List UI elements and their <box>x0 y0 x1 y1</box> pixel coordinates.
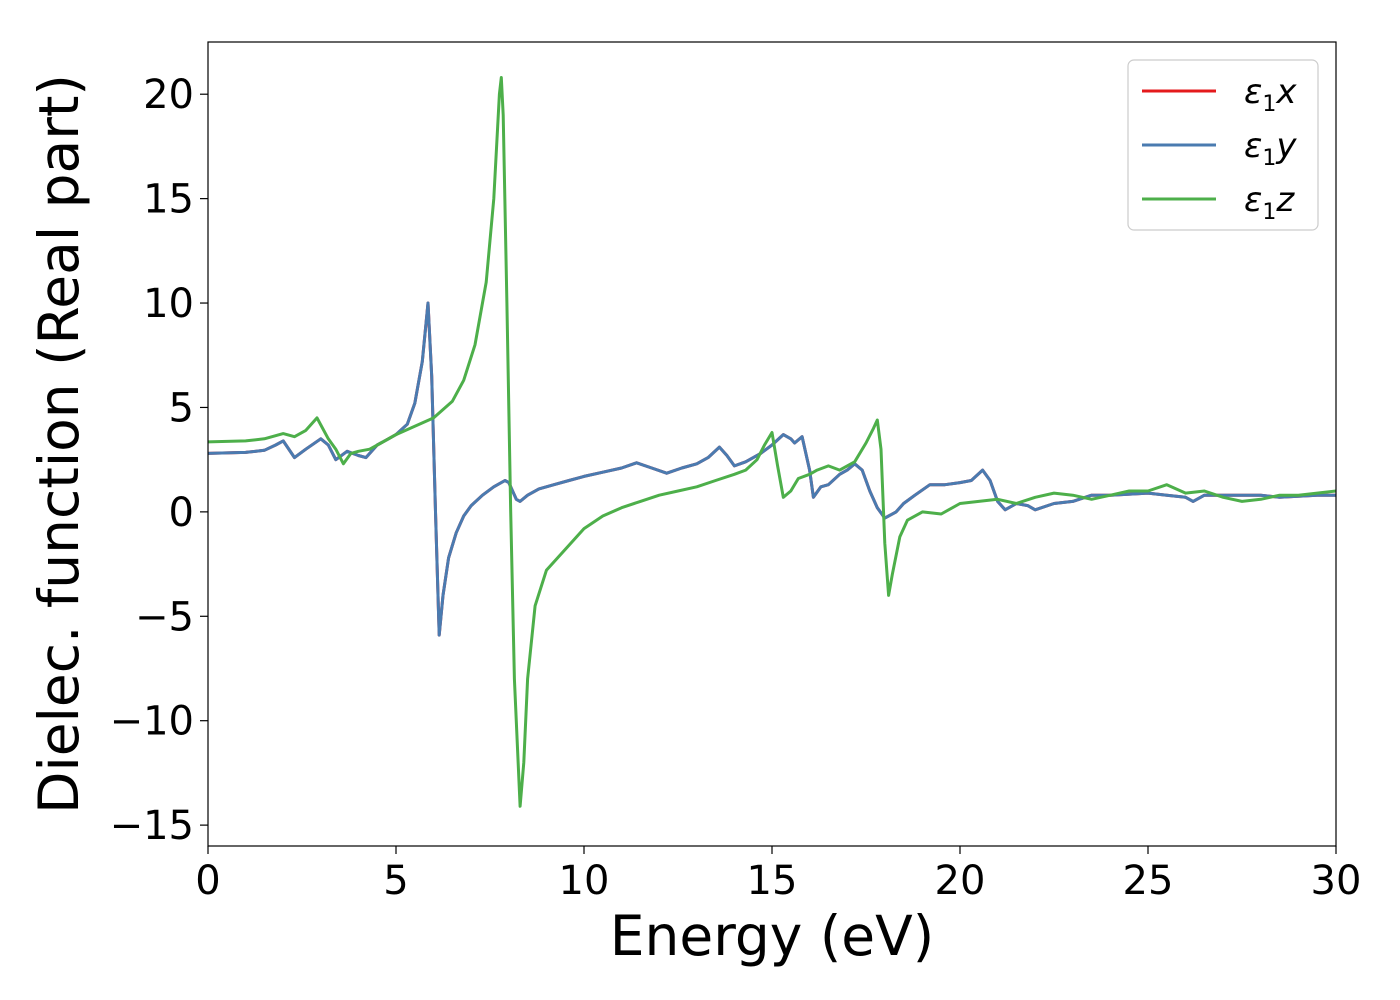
series-line-z <box>208 76 1336 808</box>
plot-frame <box>207 41 1337 847</box>
x-tick-label: 30 <box>1311 858 1362 904</box>
legend-box <box>1127 59 1319 231</box>
y-tick-label: 10 <box>143 281 194 327</box>
legend-label: ε1y <box>1244 126 1297 171</box>
x-tick-label: 25 <box>1123 858 1174 904</box>
x-tick-label: 20 <box>935 858 986 904</box>
x-axis-title: Energy (eV) <box>610 904 934 968</box>
legend-symbol: ε <box>1244 72 1262 112</box>
x-tick-label: 15 <box>747 858 798 904</box>
legend-subscript: 1 <box>1262 200 1276 225</box>
y-tick-label: −10 <box>110 699 194 745</box>
series-layer <box>208 76 1336 808</box>
legend-label: ε1x <box>1244 72 1297 117</box>
x-tick-label: 0 <box>195 858 220 904</box>
legend-component: x <box>1275 72 1297 112</box>
x-tick-label: 5 <box>383 858 408 904</box>
x-tick-label: 10 <box>559 858 610 904</box>
series-line-y <box>208 301 1336 637</box>
legend-symbol: ε <box>1244 126 1262 166</box>
x-ticks: 0 5 10 15 20 25 30 <box>195 846 1361 904</box>
y-tick-label: 0 <box>169 490 194 536</box>
legend-label: ε1z <box>1244 180 1295 225</box>
legend-component: y <box>1275 126 1297 166</box>
y-tick-label: 20 <box>143 72 194 118</box>
y-tick-label: 5 <box>169 385 194 431</box>
y-tick-label: −15 <box>110 803 194 849</box>
legend-symbol: ε <box>1244 180 1262 220</box>
y-tick-label: 15 <box>143 177 194 223</box>
legend-component: z <box>1275 180 1295 220</box>
y-ticks: −15 −10 −5 0 5 10 15 20 <box>110 72 208 849</box>
y-tick-label: −5 <box>135 594 194 640</box>
legend-subscript: 1 <box>1262 146 1276 171</box>
y-axis-title: Dielec. function (Real part) <box>27 74 91 814</box>
legend-subscript: 1 <box>1262 92 1276 117</box>
